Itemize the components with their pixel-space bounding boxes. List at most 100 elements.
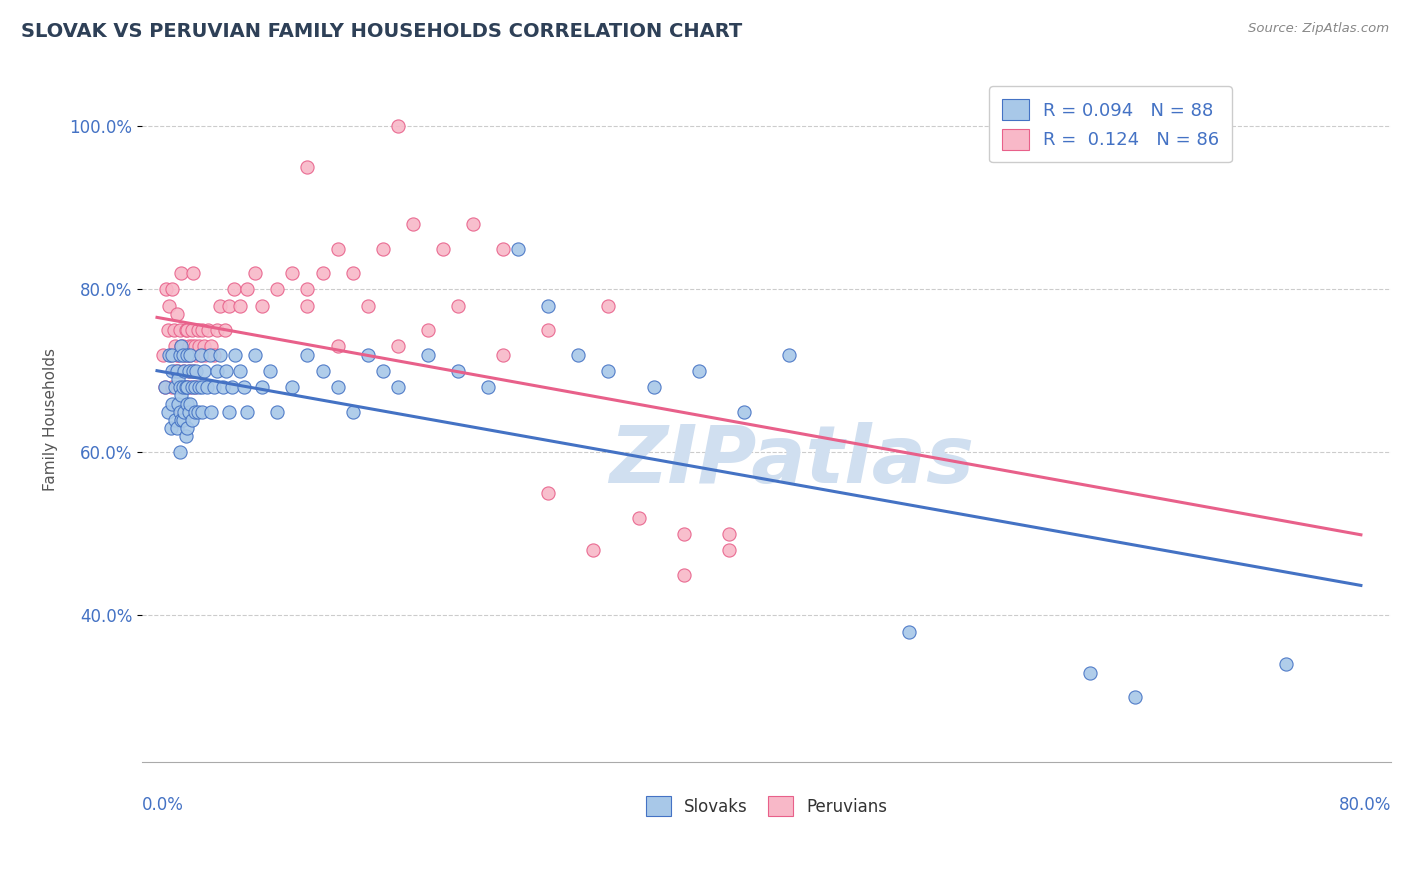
Point bbox=[266, 405, 288, 419]
Point bbox=[598, 299, 620, 313]
Point bbox=[160, 282, 183, 296]
Point bbox=[170, 413, 193, 427]
Point bbox=[180, 323, 202, 337]
Text: ZIPatlas: ZIPatlas bbox=[609, 422, 974, 500]
Point bbox=[209, 299, 232, 313]
Point bbox=[191, 323, 214, 337]
Point bbox=[281, 380, 304, 394]
Point bbox=[537, 486, 560, 500]
Point bbox=[193, 339, 215, 353]
Point bbox=[183, 380, 205, 394]
Point bbox=[181, 364, 204, 378]
Point bbox=[190, 348, 212, 362]
Point bbox=[160, 364, 183, 378]
Point bbox=[252, 299, 274, 313]
Point bbox=[177, 339, 200, 353]
Text: 0.0%: 0.0% bbox=[142, 797, 184, 814]
Point bbox=[252, 380, 274, 394]
Point bbox=[461, 217, 484, 231]
Point bbox=[176, 396, 198, 410]
Point bbox=[160, 380, 183, 394]
Point bbox=[197, 323, 219, 337]
Point bbox=[162, 323, 184, 337]
Point bbox=[209, 348, 232, 362]
Point bbox=[153, 380, 176, 394]
Point bbox=[233, 380, 256, 394]
Point bbox=[717, 527, 740, 541]
Point bbox=[326, 242, 349, 256]
Point bbox=[177, 364, 200, 378]
Point bbox=[180, 339, 202, 353]
Point bbox=[153, 380, 176, 394]
Point bbox=[205, 323, 228, 337]
Point bbox=[177, 364, 200, 378]
Point bbox=[387, 120, 409, 134]
Point bbox=[179, 348, 201, 362]
Point bbox=[170, 388, 193, 402]
Point bbox=[173, 364, 195, 378]
Point bbox=[643, 380, 665, 394]
Point bbox=[172, 364, 194, 378]
Point bbox=[172, 380, 194, 394]
Point bbox=[176, 421, 198, 435]
Point bbox=[188, 339, 211, 353]
Point bbox=[236, 282, 259, 296]
Point bbox=[387, 339, 409, 353]
Point bbox=[156, 405, 179, 419]
Point bbox=[402, 217, 425, 231]
Point bbox=[198, 348, 221, 362]
Point bbox=[167, 364, 190, 378]
Point bbox=[191, 405, 214, 419]
Point bbox=[188, 380, 211, 394]
Point bbox=[311, 364, 333, 378]
Point bbox=[447, 364, 470, 378]
Point bbox=[627, 510, 650, 524]
Point bbox=[190, 348, 212, 362]
Point bbox=[311, 266, 333, 280]
Point bbox=[169, 380, 191, 394]
Point bbox=[281, 266, 304, 280]
Point bbox=[477, 380, 499, 394]
Point bbox=[224, 348, 246, 362]
Point bbox=[167, 372, 190, 386]
Point bbox=[172, 348, 194, 362]
Point bbox=[177, 405, 200, 419]
Point bbox=[169, 405, 191, 419]
Point bbox=[184, 348, 207, 362]
Point bbox=[159, 421, 181, 435]
Point bbox=[152, 348, 174, 362]
Point bbox=[183, 339, 205, 353]
Point bbox=[342, 266, 364, 280]
Point bbox=[157, 299, 180, 313]
Point bbox=[165, 380, 187, 394]
Point bbox=[371, 364, 394, 378]
Point bbox=[357, 348, 380, 362]
Point bbox=[447, 299, 470, 313]
Point bbox=[165, 413, 187, 427]
Point bbox=[176, 348, 198, 362]
Point bbox=[187, 323, 209, 337]
Point bbox=[179, 396, 201, 410]
Point bbox=[172, 339, 194, 353]
Point bbox=[222, 282, 245, 296]
Y-axis label: Family Households: Family Households bbox=[44, 349, 58, 491]
Point bbox=[259, 364, 281, 378]
Point bbox=[432, 242, 454, 256]
Text: 80.0%: 80.0% bbox=[1339, 797, 1391, 814]
Text: SLOVAK VS PERUVIAN FAMILY HOUSEHOLDS CORRELATION CHART: SLOVAK VS PERUVIAN FAMILY HOUSEHOLDS COR… bbox=[21, 22, 742, 41]
Point bbox=[184, 364, 207, 378]
Point bbox=[416, 323, 439, 337]
Point bbox=[194, 348, 217, 362]
Point bbox=[218, 299, 240, 313]
Point bbox=[297, 282, 319, 296]
Point bbox=[236, 405, 259, 419]
Point bbox=[176, 380, 198, 394]
Point bbox=[193, 364, 215, 378]
Point bbox=[183, 380, 205, 394]
Point bbox=[672, 527, 695, 541]
Point bbox=[326, 380, 349, 394]
Point bbox=[1078, 665, 1101, 680]
Point bbox=[567, 348, 589, 362]
Point bbox=[297, 299, 319, 313]
Point bbox=[180, 380, 202, 394]
